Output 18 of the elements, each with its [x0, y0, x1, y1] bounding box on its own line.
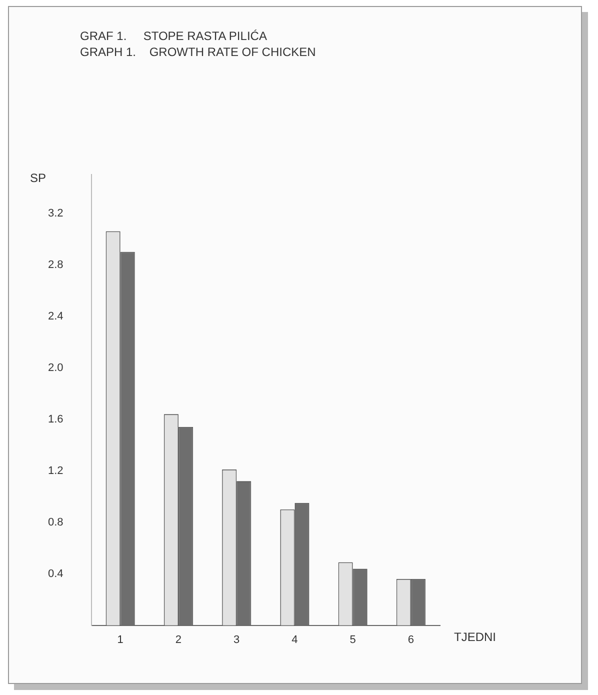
x-tick-label: 4: [292, 634, 298, 646]
y-tick-label: 1.2: [48, 464, 64, 477]
y-tick-label: 2.8: [48, 258, 64, 271]
y-tick-label: 1.6: [48, 413, 64, 426]
chart-title: GRAF 1. STOPE RASTA PILIĆA: [80, 28, 268, 44]
x-tick-label: 6: [408, 634, 414, 646]
x-tick-label: 1: [117, 634, 124, 646]
chart-subtitle: GRAPH 1. GROWTH RATE OF CHICKEN: [80, 44, 316, 60]
y-tick-label: 2.4: [48, 310, 64, 322]
x-tick-label: 2: [175, 634, 182, 646]
y-axis-title: SP: [30, 170, 46, 185]
x-tick-label: 5: [350, 634, 356, 646]
y-tick-label: 2.0: [48, 362, 64, 374]
x-tick-label: 3: [234, 634, 240, 646]
y-tick-label: 3.2: [48, 207, 64, 220]
y-tick-label: 0.4: [48, 568, 64, 580]
x-axis-title: TJEDNI: [454, 630, 496, 644]
y-tick-label: 0.8: [48, 516, 64, 528]
